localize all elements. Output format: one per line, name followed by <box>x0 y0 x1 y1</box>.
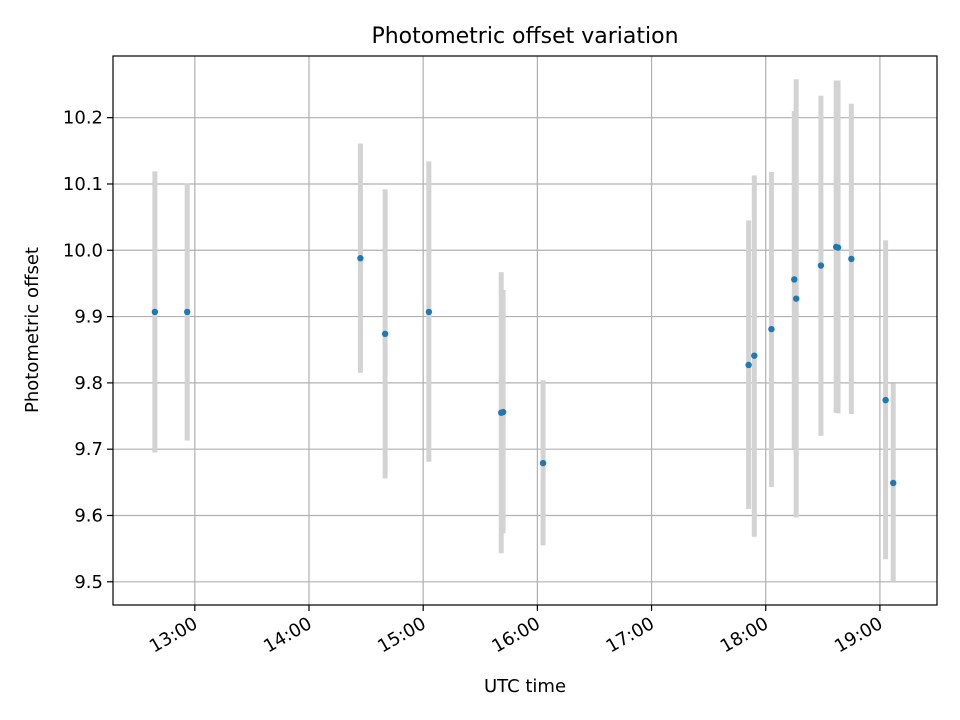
data-point <box>834 244 842 251</box>
data-point <box>357 255 364 262</box>
data-point <box>184 308 191 316</box>
y-axis-ticks: 9.5 9.6 9.7 9.8 9.9 10.0 10.1 10.2 <box>63 108 113 593</box>
data-point <box>425 308 433 316</box>
y-tick-label: 9.6 <box>74 505 103 526</box>
grid-lines <box>113 56 937 605</box>
y-tick-label: 9.9 <box>74 307 103 328</box>
y-tick-label: 10.2 <box>63 108 103 129</box>
data-point <box>792 295 800 302</box>
y-tick-label: 9.7 <box>74 439 103 460</box>
data-point <box>151 308 159 316</box>
data-points <box>151 243 897 487</box>
y-axis-label: Photometric offset <box>22 247 43 413</box>
data-point <box>890 479 897 487</box>
data-point <box>539 459 547 467</box>
data-point <box>745 361 752 369</box>
chart-title: Photometric offset variation <box>371 24 678 49</box>
data-point <box>882 396 889 404</box>
data-point <box>817 262 825 269</box>
plot-frame <box>112 55 938 606</box>
data-point <box>499 408 507 416</box>
x-axis-label: UTC time <box>484 676 566 697</box>
data-point <box>848 255 855 263</box>
y-tick-label: 9.8 <box>74 373 103 394</box>
data-point <box>381 330 389 338</box>
data-point <box>791 276 798 283</box>
data-point <box>751 352 758 359</box>
y-tick-label: 10.1 <box>63 174 103 195</box>
data-point <box>768 325 775 333</box>
y-tick-label: 9.5 <box>74 572 103 593</box>
y-tick-label: 10.0 <box>63 240 103 261</box>
